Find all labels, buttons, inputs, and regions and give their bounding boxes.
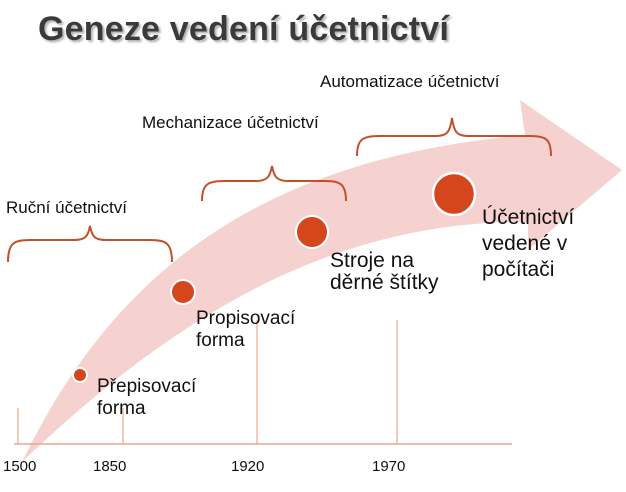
page-title: Geneze vedení účetnictví	[38, 10, 450, 48]
year-label-1920: 1920	[231, 458, 265, 475]
milestone-dot-pocitac	[431, 171, 477, 217]
milestone-line: forma	[97, 398, 146, 419]
milestone-line: vedené v	[482, 232, 568, 255]
milestone-label-prepisovaci: Přepisovací forma	[97, 376, 196, 420]
era-label-rucni: Ruční účetnictví	[6, 198, 127, 217]
milestone-label-pocitac: Účetnictví vedené v počítači	[482, 205, 574, 283]
year-label-1970: 1970	[372, 458, 406, 475]
milestone-line: Stroje na	[330, 249, 415, 272]
year-label-1850: 1850	[93, 458, 127, 475]
brace-rucni	[7, 225, 173, 263]
era-label-mechanizace: Mechanizace účetnictví	[142, 113, 319, 132]
brace-mechanizace	[201, 165, 347, 202]
milestone-line: Přepisovací	[97, 376, 197, 397]
milestone-label-stroje: Stroje na děrné štítky	[330, 250, 439, 294]
milestone-line: forma	[196, 330, 245, 351]
milestone-line: děrné štítky	[330, 271, 439, 294]
milestone-label-propisovaci: Propisovací forma	[196, 308, 295, 352]
brace-automatizace	[356, 117, 552, 157]
milestone-line: počítači	[482, 258, 555, 281]
milestone-line: Účetnictví	[482, 206, 575, 229]
year-label-1500: 1500	[3, 458, 37, 475]
milestone-dot-stroje	[295, 215, 329, 249]
milestone-dot-propisovaci	[170, 279, 196, 305]
milestone-line: Propisovací	[196, 308, 296, 329]
era-label-automatizace: Automatizace účetnictví	[320, 72, 500, 91]
milestone-dot-prepisovaci	[72, 367, 88, 383]
